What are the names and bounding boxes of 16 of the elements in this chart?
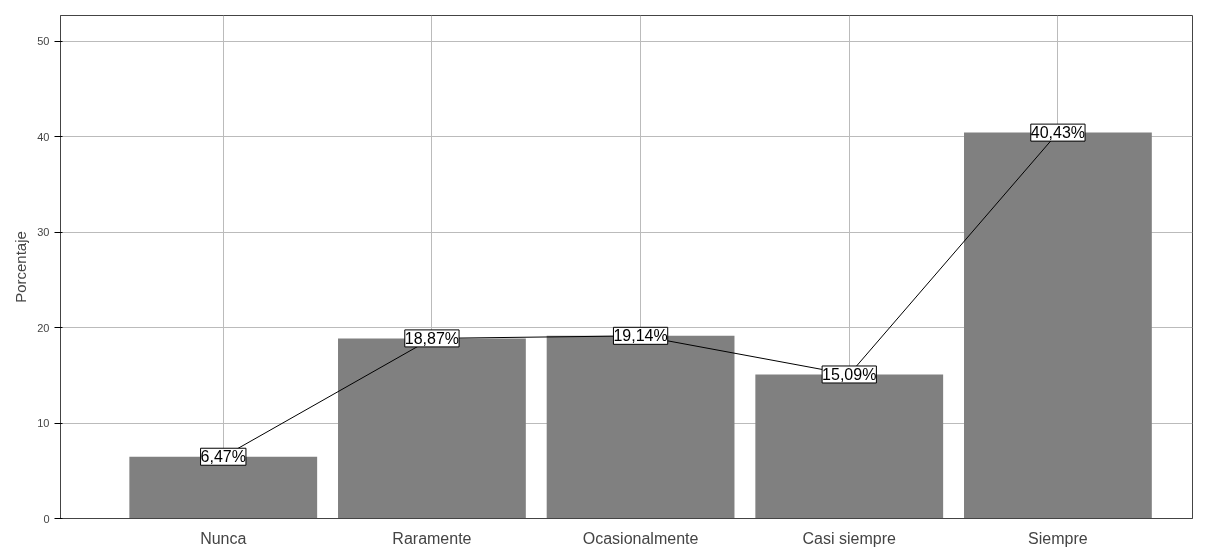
y-tick-label: 30 bbox=[37, 226, 50, 239]
y-tick-label: 10 bbox=[37, 417, 50, 430]
data-label: 40,43% bbox=[1030, 124, 1086, 142]
y-axis-title: Porcentaje bbox=[12, 231, 30, 303]
x-tick-label: Siempre bbox=[1028, 529, 1088, 547]
data-label: 15,09% bbox=[822, 365, 877, 383]
data-label: 18,87% bbox=[404, 329, 460, 347]
x-tick-label: Ocasionalmente bbox=[582, 529, 699, 547]
y-tick-label: 40 bbox=[37, 130, 50, 143]
x-tick-label: Casi siempre bbox=[802, 529, 897, 547]
y-tick-label: 0 bbox=[43, 512, 50, 525]
x-tick-label: Nunca bbox=[200, 529, 247, 547]
x-tick-label: Raramente bbox=[392, 529, 472, 547]
y-tick-label: 50 bbox=[37, 35, 50, 48]
data-label: 19,14% bbox=[613, 327, 668, 345]
y-tick-label: 20 bbox=[37, 321, 50, 334]
